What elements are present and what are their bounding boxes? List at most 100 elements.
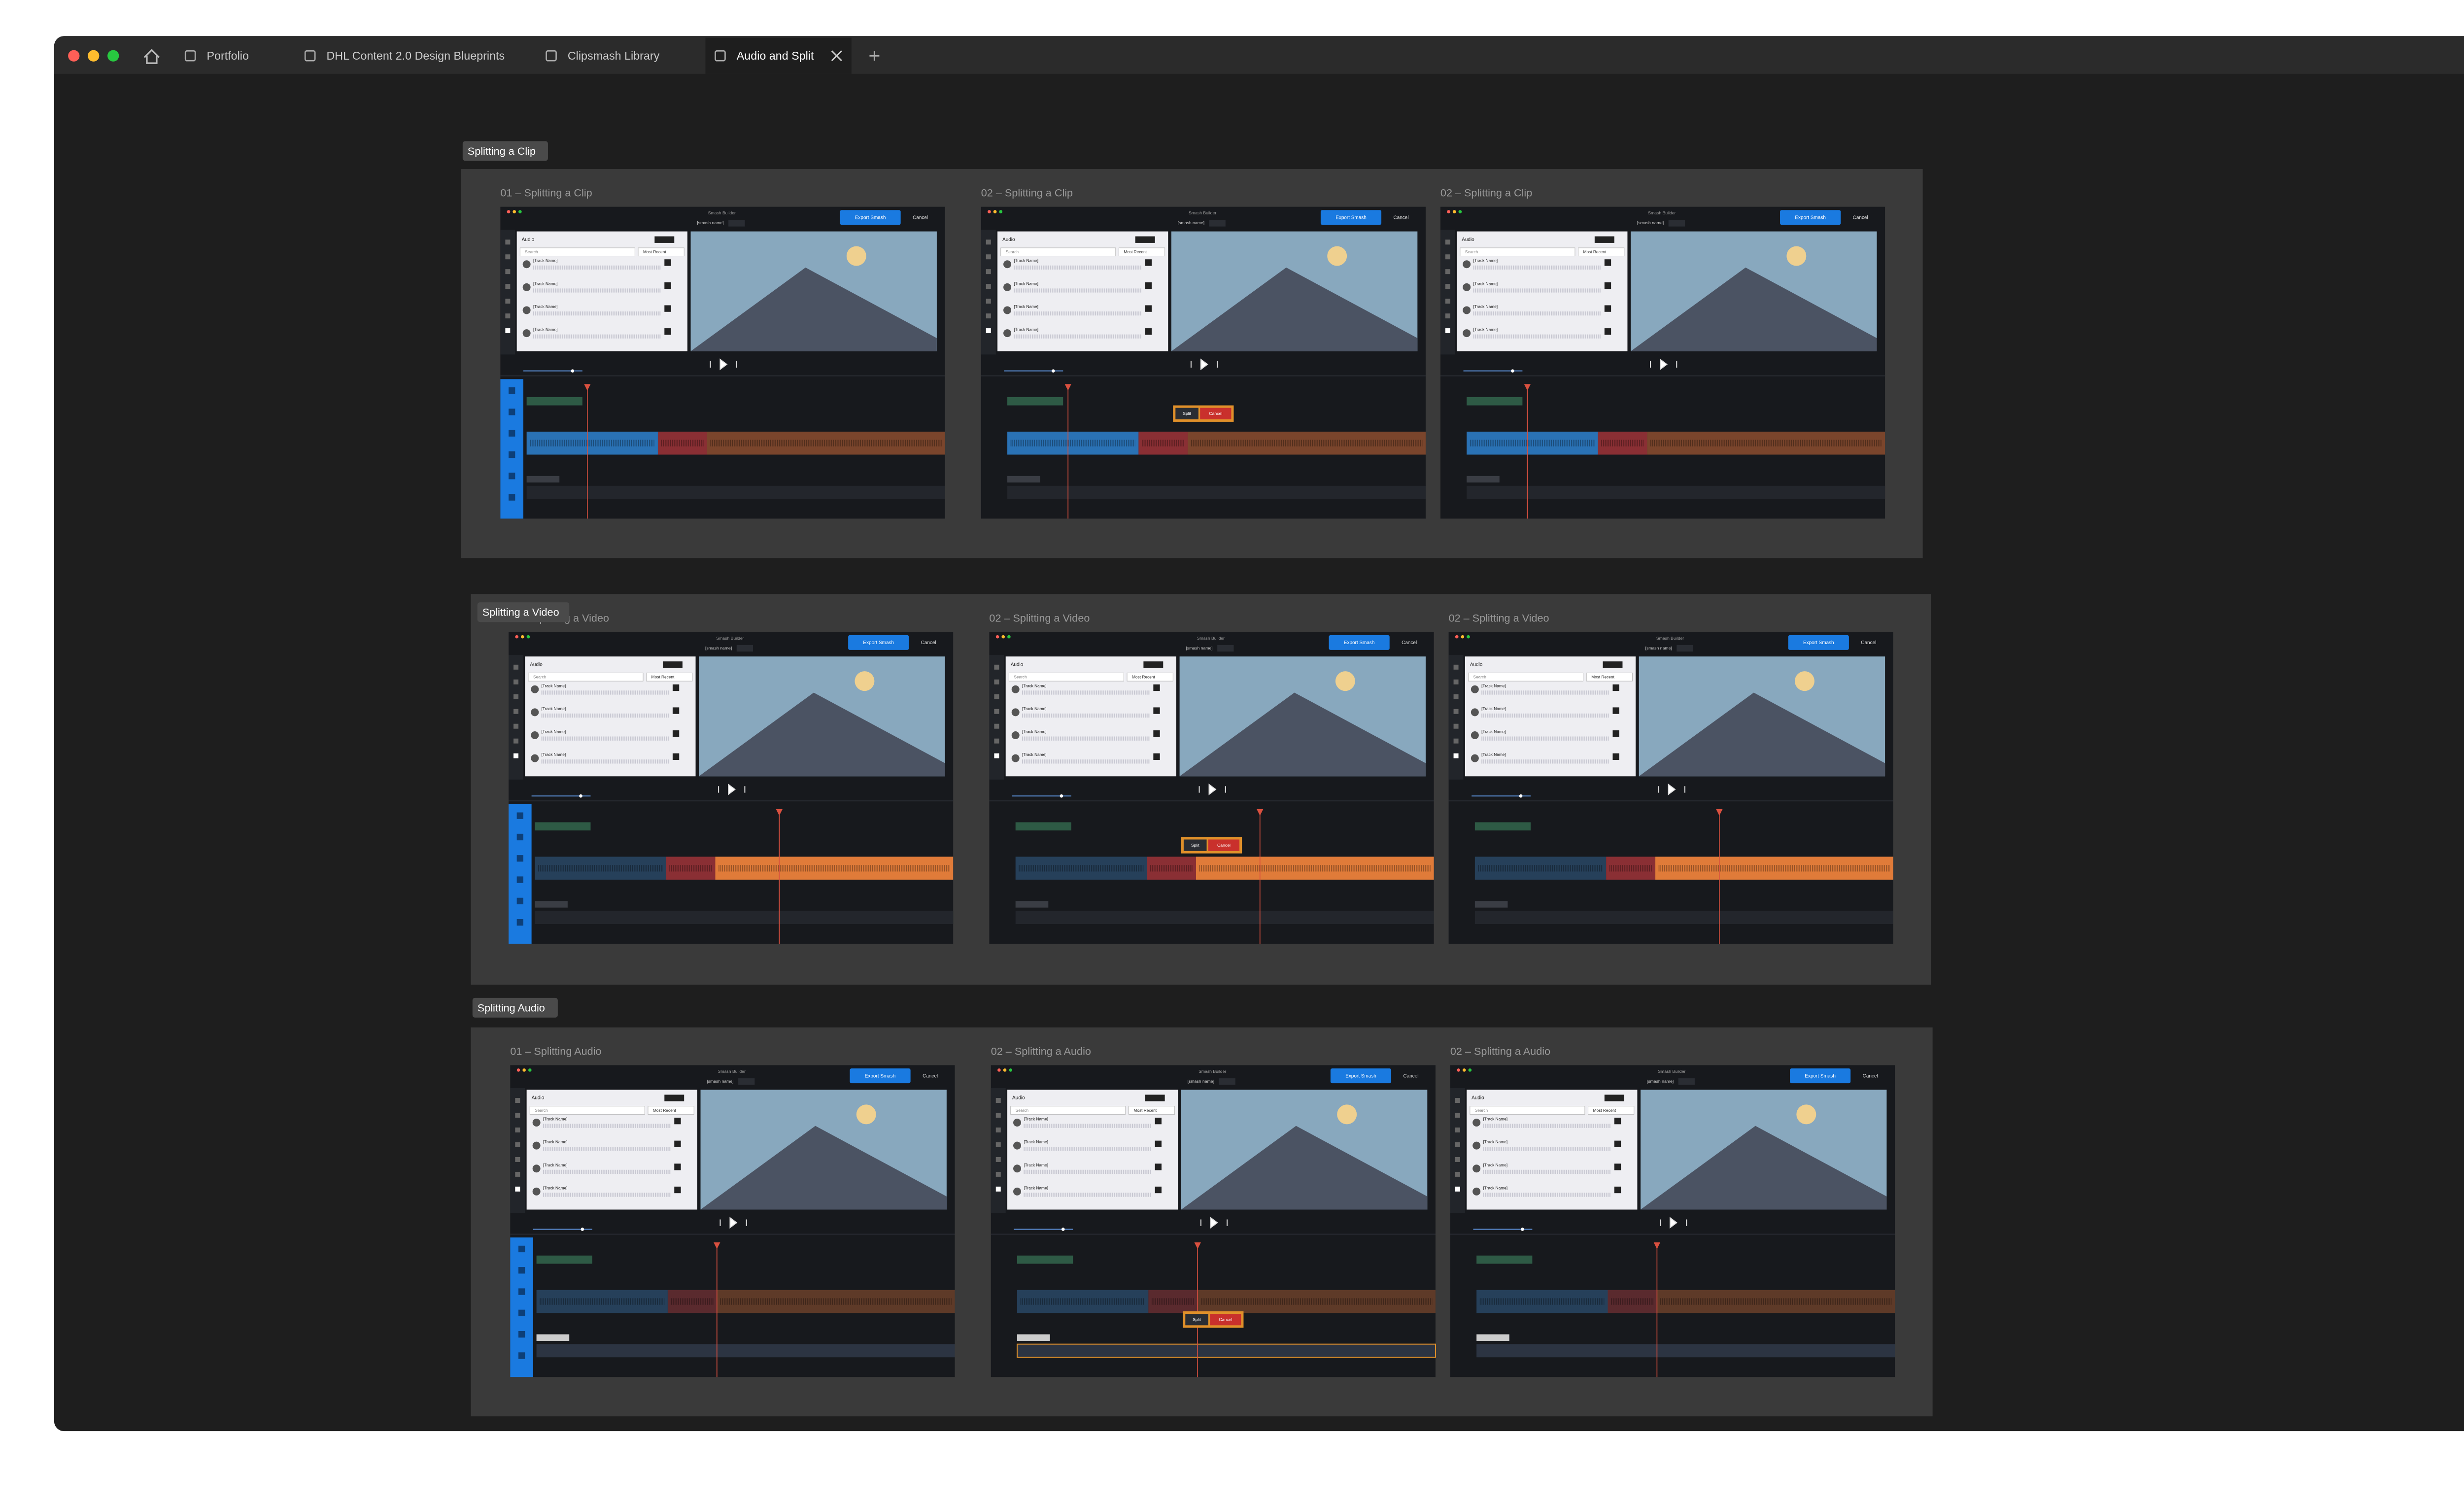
frame-dot <box>1458 210 1462 213</box>
rail-icon <box>986 299 991 304</box>
rail-icon <box>994 738 999 744</box>
new-tab[interactable] <box>869 51 880 61</box>
active-tab[interactable] <box>705 37 852 74</box>
rail-icon <box>515 1142 520 1147</box>
track-name: [Track Name] <box>1473 281 1498 286</box>
audio-block <box>536 1334 570 1341</box>
ratio-select <box>736 645 753 652</box>
smash-name: [smash name] <box>1647 1079 1674 1084</box>
tab-label[interactable]: DHL Content 2.0 Design Blueprints <box>326 49 505 62</box>
tab-label[interactable]: Clipsmash Library <box>568 49 660 62</box>
app-title: Smash Builder <box>1198 1069 1226 1074</box>
track-name: [Track Name] <box>543 1185 568 1190</box>
close-dot[interactable] <box>68 50 80 62</box>
add-button <box>1153 684 1160 691</box>
tab-label[interactable]: Audio and Split <box>737 49 814 62</box>
section-label-bg <box>462 141 548 161</box>
track-name: [Track Name] <box>1022 683 1047 688</box>
add-button <box>1155 1163 1162 1170</box>
sort-label: Most Recent <box>1132 675 1155 680</box>
home-icon[interactable] <box>143 49 160 64</box>
track-name: [Track Name] <box>1481 752 1506 757</box>
clip-segment <box>1474 856 1607 880</box>
rail-icon <box>1445 299 1450 304</box>
rail-icon <box>1455 1098 1460 1103</box>
tool-icon <box>518 1309 525 1317</box>
split-button[interactable] <box>1183 839 1207 851</box>
preview-sun <box>1327 246 1347 266</box>
app-frame: Smash Builder [smash name] Export Smash Can… <box>510 1065 955 1377</box>
audio-track <box>526 485 945 499</box>
clip-segment <box>1606 856 1656 880</box>
play-button <box>532 1164 541 1173</box>
rail-icon <box>505 299 511 304</box>
panel-title: Audio <box>1462 237 1474 242</box>
play-button <box>1471 685 1479 693</box>
tab-label[interactable]: Portfolio <box>206 49 248 62</box>
add-button <box>1155 1140 1162 1147</box>
add-button <box>1153 753 1160 760</box>
cancel-split-button[interactable] <box>1210 1314 1241 1326</box>
minimize-dot[interactable] <box>88 50 100 62</box>
smash-name: [smash name] <box>707 1079 733 1084</box>
clip-segment <box>717 1290 955 1313</box>
section-label-bg <box>472 997 558 1018</box>
rail-icon <box>515 1113 520 1118</box>
clip-segment <box>1647 431 1885 455</box>
app-title: Smash Builder <box>1656 636 1684 641</box>
search-box <box>528 672 644 682</box>
tool-icon <box>516 833 523 841</box>
panel-toggle <box>1143 661 1164 668</box>
frame-dot <box>988 210 991 213</box>
audio-block <box>1017 1334 1050 1341</box>
play-button <box>1011 708 1020 717</box>
rail-icon <box>995 1157 1001 1162</box>
smash-name: [smash name] <box>1645 646 1672 650</box>
frame-dot <box>515 635 518 639</box>
cancel-split-button[interactable] <box>1200 408 1232 419</box>
track-name: [Track Name] <box>1024 1163 1048 1167</box>
preview-sun <box>855 671 875 691</box>
export-label: Export Smash <box>1795 215 1826 221</box>
panel-title: Audio <box>530 662 543 667</box>
add-button <box>1612 684 1619 691</box>
rail-icon <box>986 254 991 260</box>
play-button <box>1013 1164 1022 1173</box>
split-button[interactable] <box>1185 1314 1208 1326</box>
frame-dot <box>1007 635 1011 639</box>
split-button[interactable] <box>1175 408 1198 419</box>
rail-icon <box>994 694 999 699</box>
preview-sun <box>1337 1104 1357 1125</box>
text-track-block <box>1007 397 1063 406</box>
search-box <box>1008 672 1124 682</box>
play-button <box>1011 685 1020 693</box>
rail-icon <box>994 664 999 670</box>
clip-segment <box>535 856 666 880</box>
app-frame: Smash Builder [smash name] Export Smash Can… <box>1440 206 1885 519</box>
rail-icon <box>505 269 511 274</box>
tool-icon <box>518 1352 525 1359</box>
app-frame: Smash Builder [smash name] Export Smash Can… <box>991 1065 1436 1377</box>
frame-dot <box>513 210 516 213</box>
text-track-block <box>526 397 582 406</box>
zoom-dot[interactable] <box>107 50 119 62</box>
panel-toggle <box>1145 1095 1165 1101</box>
cancel-split-button[interactable] <box>1208 839 1240 851</box>
frame-dot <box>518 210 522 213</box>
cancel-label: Cancel <box>1394 215 1409 221</box>
tab-close[interactable] <box>831 50 842 62</box>
frame-dot <box>1009 1068 1013 1072</box>
add-button <box>672 730 680 737</box>
track-name: [Track Name] <box>533 258 558 263</box>
app-frame: Smash Builder [smash name] Export Smash Can… <box>509 632 954 944</box>
add-button <box>1155 1186 1162 1194</box>
audio-block <box>1467 476 1500 483</box>
play-button <box>1463 283 1471 291</box>
play-button <box>1472 1164 1481 1173</box>
panel-title: Audio <box>1002 237 1015 242</box>
rail-icon <box>1453 694 1459 699</box>
cancel-label: Cancel <box>1861 640 1876 646</box>
preview-sun <box>1796 1104 1816 1125</box>
export-button <box>1790 1068 1851 1084</box>
sort-label: Most Recent <box>643 249 666 254</box>
